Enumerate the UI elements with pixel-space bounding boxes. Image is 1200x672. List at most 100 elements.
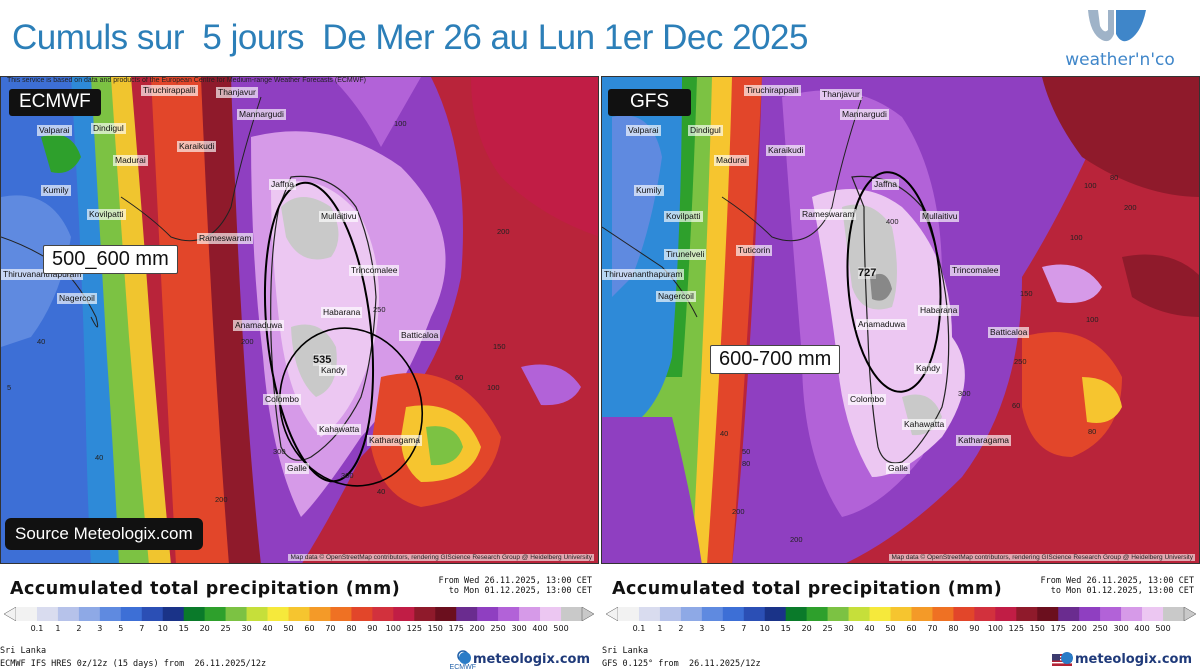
colorbar-tick-label: 250 bbox=[1092, 624, 1108, 633]
colorbar-segment bbox=[1163, 607, 1185, 621]
city-label: Habarana bbox=[918, 305, 960, 316]
colorbar-segment bbox=[267, 607, 289, 621]
colorbar-tick-label: 5 bbox=[720, 624, 726, 633]
colorbar-tick-label: 70 bbox=[325, 624, 336, 633]
colorbar-arrow-left bbox=[606, 607, 619, 621]
city-label: Habarana bbox=[321, 307, 363, 318]
colorbar-tick-label: 100 bbox=[385, 624, 401, 633]
colorbar-segment bbox=[848, 607, 870, 621]
city-label: Thanjavur bbox=[216, 87, 258, 98]
value-label: 200 bbox=[215, 495, 228, 504]
legend-dates: From Wed 26.11.2025, 13:00 CET to Mon 01… bbox=[438, 576, 592, 596]
value-label: 80 bbox=[742, 459, 751, 468]
map-attribution: Map data © OpenStreetMap contributors, r… bbox=[889, 554, 1195, 561]
value-label: 150 bbox=[493, 342, 506, 351]
meteologix-brand: meteologix.com bbox=[1075, 652, 1192, 667]
colorbar-tick-label: 25 bbox=[822, 624, 833, 633]
colorbar-segment bbox=[183, 607, 205, 621]
city-label: Katharagama bbox=[367, 435, 423, 446]
colorbar-segment bbox=[561, 607, 583, 621]
colorbar-segment bbox=[1037, 607, 1059, 621]
city-label: Trincomalee bbox=[950, 265, 1001, 276]
value-label: 200 bbox=[790, 535, 803, 544]
city-label: Madurai bbox=[113, 155, 148, 166]
colorbar-tick-label: 500 bbox=[553, 624, 569, 633]
colorbar-tick-label: 1 bbox=[657, 624, 663, 633]
colorbar-tick-label: 40 bbox=[864, 624, 875, 633]
city-label: Kumily bbox=[41, 185, 71, 196]
meteologix-brand: meteologix.com bbox=[473, 652, 590, 667]
colorbar-tick-label: 20 bbox=[801, 624, 812, 633]
brand-name: weather'n'co bbox=[1065, 50, 1175, 70]
colorbar-segment bbox=[330, 607, 352, 621]
colorbar-tick-label: 5 bbox=[118, 624, 124, 633]
colorbar-segment bbox=[1058, 607, 1080, 621]
city-label: Rameswaram bbox=[197, 233, 254, 244]
colorbar-tick-label: 500 bbox=[1155, 624, 1171, 633]
city-label: Batticaloa bbox=[988, 327, 1030, 338]
colorbar-tick-label: 7 bbox=[741, 624, 747, 633]
source-label: Source Meteologix.com bbox=[5, 518, 203, 550]
value-label: 100 bbox=[1070, 233, 1083, 242]
colorbar-segment bbox=[120, 607, 143, 621]
colorbar-tick-label: 2 bbox=[76, 624, 82, 633]
colorbar-arrow-left bbox=[4, 607, 17, 621]
colorbar-segment bbox=[722, 607, 745, 621]
value-label: 300 bbox=[341, 471, 354, 480]
colorbar-segment bbox=[953, 607, 975, 621]
colorbar-segment bbox=[1079, 607, 1101, 621]
ecmwf-logo-text: ECMWF bbox=[449, 664, 476, 671]
value-label: 100 bbox=[1084, 181, 1097, 190]
value-label: 200 bbox=[241, 337, 254, 346]
colorbar-tick-label: 60 bbox=[304, 624, 315, 633]
amount-label: 600-700 mm bbox=[710, 345, 841, 374]
value-label: 80 bbox=[1110, 173, 1119, 182]
colorbar-segment bbox=[743, 607, 766, 621]
colorbar-tick-label: 2 bbox=[678, 624, 684, 633]
colorbar-tick-label: 80 bbox=[948, 624, 959, 633]
colorbar-segment bbox=[351, 607, 373, 621]
colorbar-tick-label: 15 bbox=[178, 624, 189, 633]
colorbar-segment bbox=[540, 607, 562, 621]
colorbar-segment bbox=[477, 607, 499, 621]
legend-dates: From Wed 26.11.2025, 13:00 CET to Mon 01… bbox=[1040, 576, 1194, 596]
city-label: Madurai bbox=[714, 155, 749, 166]
colorbar-segment bbox=[498, 607, 520, 621]
legend-from: From Wed 26.11.2025, 13:00 CET bbox=[1040, 576, 1194, 586]
colorbar-segment bbox=[764, 607, 787, 621]
colorbar-tick-label: 15 bbox=[780, 624, 791, 633]
colorbar-tick-label: 80 bbox=[346, 624, 357, 633]
colorbar-segment bbox=[435, 607, 457, 621]
colorbar-tick-label: 10 bbox=[759, 624, 770, 633]
colorbar-tick-label: 125 bbox=[406, 624, 422, 633]
city-label: Trincomalee bbox=[349, 265, 400, 276]
colorbar-segment bbox=[57, 607, 80, 621]
meteologix-globe-icon bbox=[459, 652, 472, 664]
colorbar-segment bbox=[974, 607, 996, 621]
colorbar-segment bbox=[890, 607, 912, 621]
colorbar-segment bbox=[1100, 607, 1122, 621]
peak-value: 535 bbox=[313, 354, 332, 366]
value-label: 40 bbox=[720, 429, 729, 438]
colorbar-tick-label: 60 bbox=[906, 624, 917, 633]
value-label: 400 bbox=[886, 217, 899, 226]
city-label: Galle bbox=[886, 463, 910, 474]
city-label: Kahawatta bbox=[317, 424, 362, 435]
colorbar-tick-label: 50 bbox=[283, 624, 294, 633]
colorbar-tick-label: 70 bbox=[927, 624, 938, 633]
legend-region: Sri Lanka bbox=[0, 646, 47, 656]
peak-value: 727 bbox=[858, 267, 877, 279]
colorbar-tick-label: 3 bbox=[97, 624, 103, 633]
value-label: 80 bbox=[1088, 427, 1097, 436]
colorbar-tick-label: 400 bbox=[532, 624, 548, 633]
city-label: Dindigul bbox=[91, 123, 126, 134]
legend-title: Accumulated total precipitation (mm) bbox=[10, 579, 401, 599]
gfs-precip-map bbox=[602, 77, 1199, 563]
amount-label: 500_600 mm bbox=[43, 245, 178, 274]
meteologix-globe-icon bbox=[1061, 652, 1074, 664]
colorbar-segment bbox=[1016, 607, 1038, 621]
colorbar-tick-label: 40 bbox=[262, 624, 273, 633]
model-tag-ecmwf: ECMWF bbox=[9, 89, 101, 116]
city-label: Tiruchirappalli bbox=[141, 85, 198, 96]
ecmwf-map-panel: This service is based on data and produc… bbox=[0, 76, 599, 564]
